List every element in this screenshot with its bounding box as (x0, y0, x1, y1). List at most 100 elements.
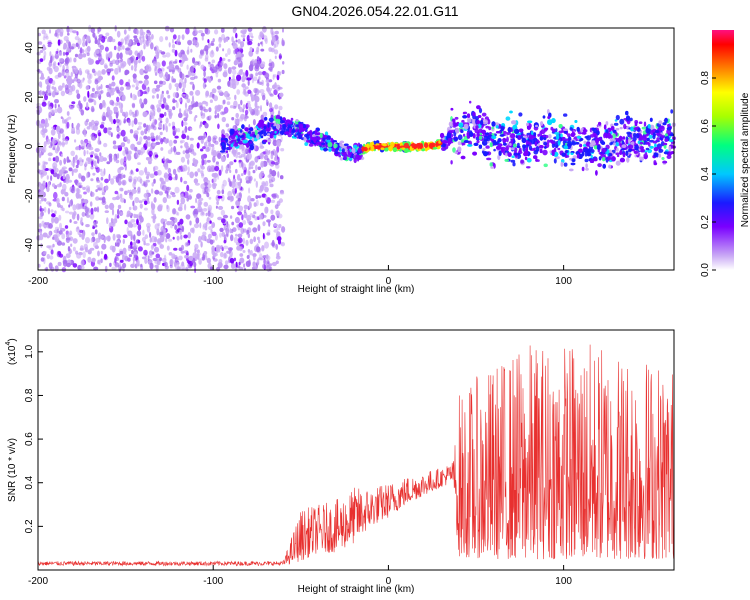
spectrogram-cell (66, 48, 69, 52)
spectrogram-cell (96, 206, 100, 213)
spectrogram-cell (252, 261, 256, 268)
spectrogram-cell (181, 133, 187, 140)
spectrogram-cell (212, 150, 217, 157)
spectrogram-cell (90, 190, 93, 197)
spectrogram-cell (221, 155, 226, 163)
spectrogram-cell (168, 82, 172, 91)
spectrogram-cell (247, 89, 252, 95)
spectrogram-cell (457, 146, 462, 153)
spectrogram-cell (164, 165, 169, 170)
spectrogram-cell (461, 119, 465, 123)
spectrogram-cell (616, 154, 620, 158)
spectrogram-cell (144, 128, 148, 135)
spectrogram-cell (149, 173, 155, 179)
spectrogram-cell (139, 215, 144, 223)
spectrogram-cell (279, 116, 283, 121)
spectrogram-cell (666, 126, 672, 131)
spectrogram-cell (60, 116, 63, 119)
spectrogram-cell (210, 266, 214, 271)
spectrogram-cell (274, 30, 279, 35)
spectrogram-cell (127, 155, 132, 161)
spectrogram-cell (94, 148, 100, 153)
spectrogram-cell (220, 245, 223, 250)
spectrogram-cell (491, 121, 496, 127)
spectrogram-cell (370, 145, 375, 152)
spectrogram-cell (346, 146, 350, 150)
spectrogram-cell (198, 54, 203, 59)
spectrogram-cell (204, 122, 209, 129)
spectrogram-cell (56, 145, 60, 152)
spectrogram-cell (303, 137, 307, 142)
spectrogram-cell (476, 119, 481, 125)
spectrogram-cell (153, 246, 160, 253)
spectrogram-cell (104, 236, 107, 241)
spectrogram-cell (131, 249, 134, 255)
spectrogram-cell (264, 116, 268, 121)
snr-panel: -200 -100 0 100 0.20.40.60.81.0 Height of s… (5, 329, 675, 595)
spectrogram-cell (103, 142, 108, 148)
spectrogram-cell (180, 250, 185, 254)
spectrogram-cell (669, 133, 675, 137)
spectrogram-cell (146, 189, 149, 194)
spectrogram-cell (211, 231, 217, 237)
spectrogram-cell (184, 203, 187, 211)
spectrogram-cell (571, 132, 576, 136)
spectrogram-cell (167, 108, 173, 113)
spectrogram-cell (558, 124, 563, 129)
spectrogram-cell (254, 109, 261, 116)
spectrogram-cell (256, 236, 260, 241)
spectrogram-cell (132, 261, 135, 268)
spectrogram-cell (108, 222, 112, 229)
spectrogram-cell (567, 133, 571, 138)
spectrogram-cell (510, 147, 515, 151)
spectrogram-cell (104, 46, 109, 52)
spectrogram-cell (421, 148, 425, 152)
spectrogram-cell (134, 197, 140, 204)
spectrogram-cell (67, 246, 71, 252)
spectrogram-cell (179, 61, 184, 67)
spectrogram-cell (323, 148, 329, 151)
spectrogram-cell (236, 74, 242, 82)
spectrogram-cell (630, 126, 634, 132)
spectrogram-cell (79, 48, 85, 54)
spectrogram-cell (48, 231, 52, 238)
spectrogram-cell (54, 210, 57, 215)
spectrogram-cell (189, 81, 194, 85)
spectrogram-cell (47, 207, 51, 215)
spectrogram-cell (101, 69, 106, 75)
spectrogram-cell (117, 110, 120, 117)
spectrogram-cell (205, 147, 210, 152)
spectrogram-cell (298, 121, 302, 125)
spectrogram-cell (166, 195, 172, 199)
spectrogram-cell (467, 144, 473, 147)
spectrogram-cell (472, 133, 476, 139)
spectrogram-cell (403, 142, 409, 149)
spectrogram-cell (278, 55, 282, 59)
spectrogram-cell (92, 32, 96, 38)
spectrogram-cell (154, 236, 158, 243)
spectrogram-cell (226, 250, 231, 254)
spectrogram-cell (180, 145, 183, 149)
spectrogram-cell (141, 55, 146, 62)
spectrogram-cell (94, 37, 98, 40)
spectrogram-cell (648, 134, 653, 139)
spectrogram-cell (85, 35, 91, 43)
spectrogram-cell (162, 156, 166, 162)
spectrogram-cell (290, 117, 294, 121)
spectrogram-cell (121, 94, 126, 102)
spectrogram-cell (251, 137, 255, 142)
spectrogram-cell (95, 189, 98, 193)
spectrogram-cell (206, 188, 211, 193)
spectrogram-cell (192, 227, 195, 234)
spectrogram-cell (38, 216, 43, 220)
spectrogram-cell (613, 142, 616, 146)
spectrogram-cell (143, 135, 148, 140)
spectrogram-cell (192, 157, 196, 163)
spectrogram-cell (574, 120, 578, 123)
spectrogram-cell (99, 58, 105, 66)
spectrogram-cell (203, 201, 209, 207)
spectrogram-cell (61, 69, 65, 77)
spectrogram-cell (528, 145, 533, 151)
spectrogram-cell (218, 136, 222, 143)
spectrogram-cell (253, 255, 256, 261)
